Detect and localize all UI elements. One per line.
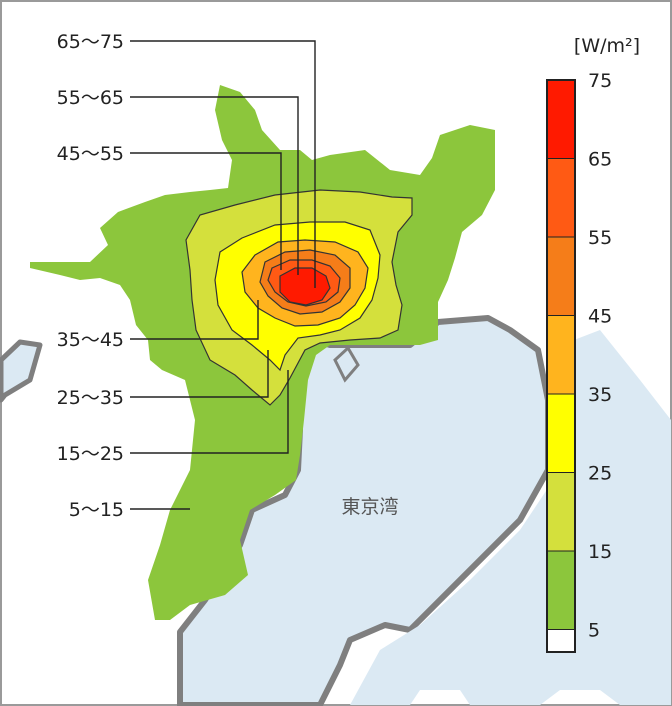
legend-border [546,79,576,653]
legend-tick-label: 45 [588,306,612,328]
bay-water [177,315,551,706]
leader-35-45 [130,300,259,340]
legend-colorbar: [W/m²] 75 65 55 45 35 25 15 5 [546,35,640,653]
region-65-75 [280,268,330,305]
tokyo-bay [0,315,671,706]
contour-label: 25～35 [57,387,124,409]
contour-label: 65～75 [57,31,124,53]
legend-band [546,158,576,238]
contour-label: 45～55 [57,143,124,165]
legend-tick-label: 65 [588,149,612,171]
contour-label: 5～15 [69,499,124,521]
contour-label: 15～25 [57,443,124,465]
legend-band [546,629,576,652]
leader-45-55 [130,152,282,270]
legend-band [546,550,576,630]
legend-band [546,472,576,552]
legend-band [546,393,576,473]
contour-label: 55～65 [57,87,124,109]
leader-25-35 [130,350,269,398]
contours [30,85,495,620]
contour-label: 35～45 [57,329,124,351]
leader-15-25 [130,370,289,454]
contour-labels: 65～75 55～65 45～55 35～45 25～35 15～25 5～15 [57,31,124,521]
legend-tick-label: 25 [588,463,612,485]
leader-65-75 [130,40,316,288]
legend-tick-label: 35 [588,384,612,406]
legend-band [546,79,576,159]
small-inlet [333,345,360,383]
leader-55-65 [130,96,299,275]
legend-band [546,315,576,395]
legend-tick-label: 75 [588,70,612,92]
contour-lines [185,189,413,406]
legend-tick-label: 5 [588,620,600,642]
leader-lines [130,40,316,510]
legend-tick-label: 55 [588,227,612,249]
west-water [0,339,43,403]
east-water [350,330,671,705]
legend-tick-label: 15 [588,541,612,563]
legend-band [546,236,576,316]
bay-label: 東京湾 [341,496,398,518]
legend-unit-label: [W/m²] [574,35,640,57]
